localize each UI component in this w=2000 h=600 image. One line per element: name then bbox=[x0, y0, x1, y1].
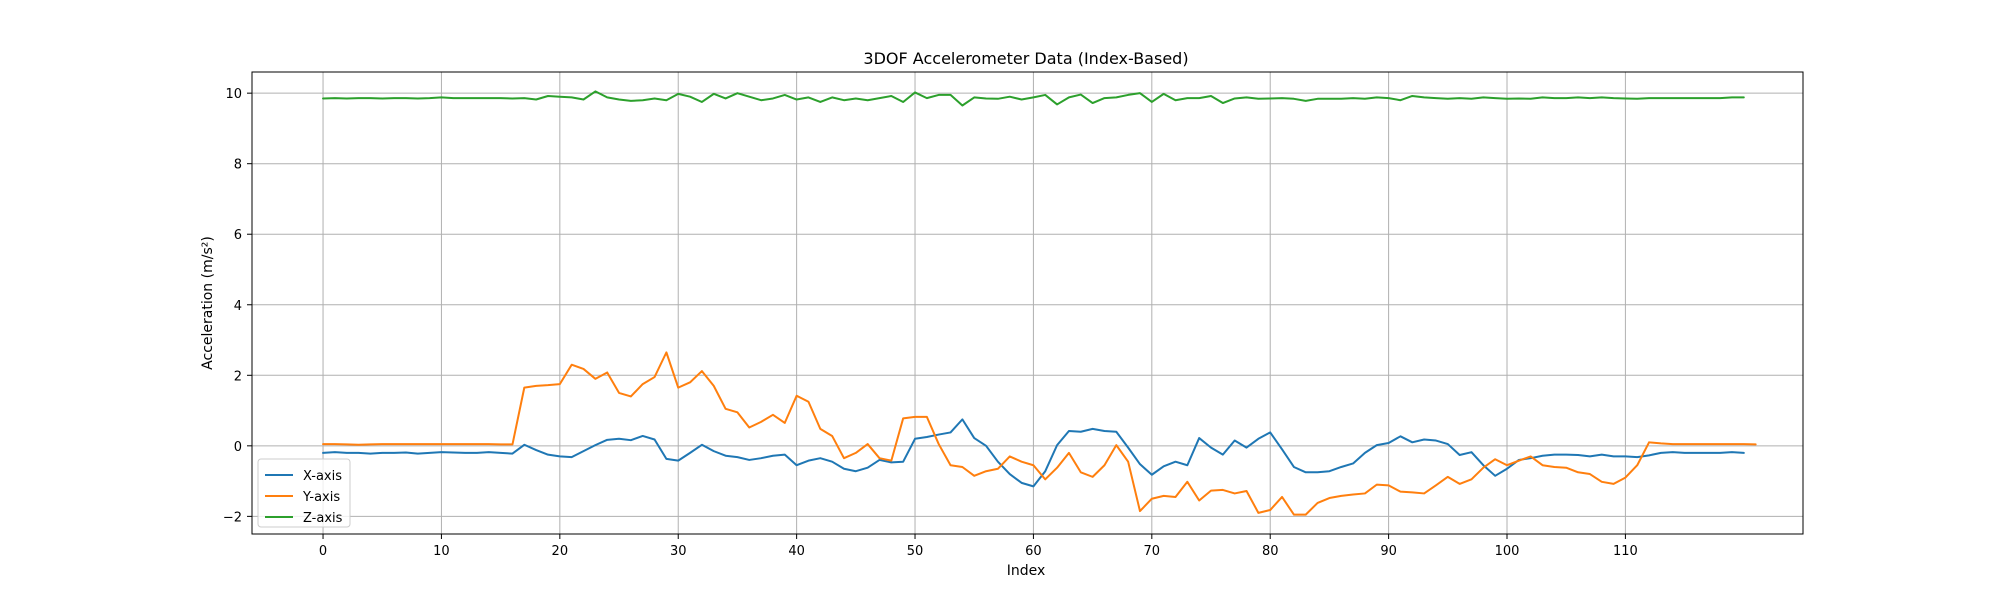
x-axis-ticks: 0 10 20 30 40 50 60 70 80 90 100 110 bbox=[319, 534, 1638, 559]
x-tick-label: 90 bbox=[1380, 544, 1397, 559]
x-tick-label: 60 bbox=[1025, 544, 1042, 559]
x-tick-label: 110 bbox=[1613, 544, 1638, 559]
chart-title: 3DOF Accelerometer Data (Index-Based) bbox=[863, 49, 1188, 68]
series-line-x-axis bbox=[322, 418, 1745, 488]
y-axis-ticks: −2 0 2 4 6 8 10 bbox=[223, 87, 252, 525]
series-line-y-axis bbox=[322, 351, 1757, 516]
x-axis-title: Index bbox=[1007, 563, 1046, 579]
y-tick-label: 6 bbox=[234, 228, 242, 243]
series-line-z-axis bbox=[322, 90, 1745, 107]
x-tick-label: 40 bbox=[788, 544, 805, 559]
y-tick-label: 8 bbox=[234, 158, 242, 173]
y-tick-label: 4 bbox=[234, 299, 242, 314]
plot-frame bbox=[251, 71, 1804, 535]
y-tick-label: 2 bbox=[234, 369, 242, 384]
y-tick-label: −2 bbox=[223, 510, 242, 525]
legend-label-y-axis: Y-axis bbox=[302, 490, 340, 505]
legend: X-axis Y-axis Z-axis bbox=[257, 458, 351, 528]
x-tick-label: 30 bbox=[670, 544, 687, 559]
legend-label-z-axis: Z-axis bbox=[303, 511, 343, 526]
x-tick-label: 100 bbox=[1495, 544, 1520, 559]
x-tick-label: 70 bbox=[1144, 544, 1161, 559]
data-series bbox=[322, 90, 1757, 516]
x-tick-label: 0 bbox=[319, 544, 327, 559]
y-axis-title: Acceleration (m/s²) bbox=[200, 236, 216, 370]
x-tick-label: 20 bbox=[552, 544, 569, 559]
y-tick-label: 0 bbox=[234, 440, 242, 455]
x-tick-label: 50 bbox=[907, 544, 924, 559]
x-tick-label: 10 bbox=[433, 544, 450, 559]
grid-lines bbox=[252, 72, 1803, 534]
legend-label-x-axis: X-axis bbox=[303, 469, 342, 484]
x-tick-label: 80 bbox=[1262, 544, 1279, 559]
y-tick-label: 10 bbox=[225, 87, 242, 102]
